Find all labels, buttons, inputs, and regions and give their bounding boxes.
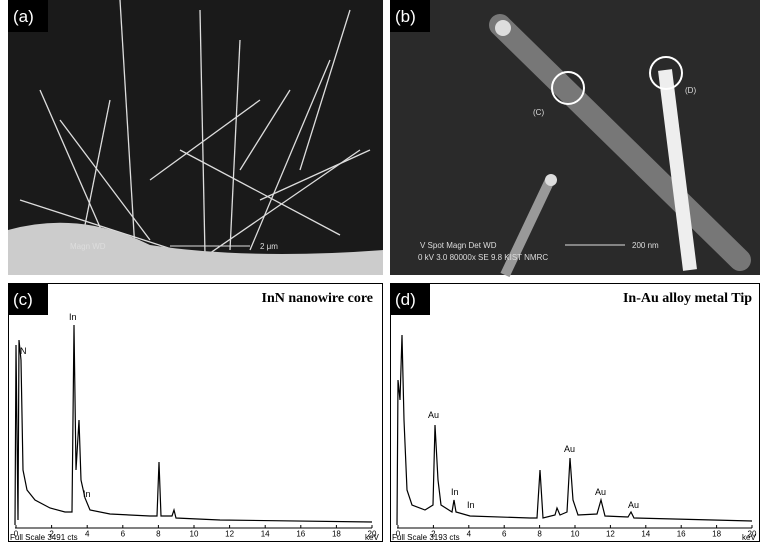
x-tick-label: 12 (606, 530, 615, 539)
panel-b: (C) (D) (b) V Spot Magn Det WD 200 nm 0 … (390, 0, 760, 275)
x-tick-label: 10 (190, 530, 199, 539)
x-tick-label: 8 (156, 530, 161, 539)
x-tick-label: 8 (537, 530, 542, 539)
circle-label: (D) (685, 86, 696, 95)
peak-label: In (467, 500, 475, 510)
sem-info: V Spot Magn Det WD (420, 241, 497, 250)
tip (545, 174, 557, 186)
full-scale: Full Scale 3193 cts (392, 533, 460, 542)
peak-label: Au (628, 500, 639, 510)
panel-d: (d) In-Au alloy metal Tip Au In In Au Au… (390, 283, 760, 542)
x-tick-label: 16 (296, 530, 305, 539)
unit: keV (365, 533, 379, 542)
peak-label: Au (428, 410, 439, 420)
peak-label: In (69, 312, 77, 322)
spectrum-frame (9, 284, 383, 542)
sem-info: 0 kV 3.0 80000x SE 9.8 KIST NMRC (418, 253, 548, 262)
peak-label: N (20, 346, 27, 356)
x-tick-label: 12 (225, 530, 234, 539)
peak-label: Au (564, 444, 575, 454)
x-tick-label: 16 (677, 530, 686, 539)
sem-info: Magn WD (70, 242, 106, 251)
x-tick-label: 4 (467, 530, 472, 539)
tip (495, 20, 511, 36)
panel-label: (d) (395, 290, 416, 309)
peak-label: In (83, 489, 91, 499)
x-tick-label: 6 (502, 530, 507, 539)
x-tick-label: 18 (712, 530, 721, 539)
figure: (a) Magn WD 2 μm (C) (D) (b) V Spot Magn… (0, 0, 766, 543)
peak-label: Au (595, 487, 606, 497)
x-tick-label: 10 (571, 530, 580, 539)
x-tick-label: 18 (332, 530, 341, 539)
spectrum-frame (391, 284, 760, 542)
spectrum-title: InN nanowire core (262, 291, 373, 306)
x-tick-label: 4 (85, 530, 90, 539)
full-scale: Full Scale 3491 cts (10, 533, 78, 542)
x-tick-label: 14 (641, 530, 650, 539)
x-tick-label: 6 (121, 530, 126, 539)
panel-a: (a) Magn WD 2 μm (8, 0, 383, 275)
panel-label: (c) (13, 290, 33, 309)
spectrum-title: In-Au alloy metal Tip (623, 291, 752, 306)
peak-label: In (451, 487, 459, 497)
circle-label: (C) (533, 108, 544, 117)
scale-text: 200 nm (632, 241, 659, 250)
x-tick-label: 14 (261, 530, 270, 539)
scale-text: 2 μm (260, 242, 278, 251)
panel-label: (a) (13, 7, 34, 26)
panel-label: (b) (395, 7, 416, 26)
unit: keV (742, 533, 756, 542)
